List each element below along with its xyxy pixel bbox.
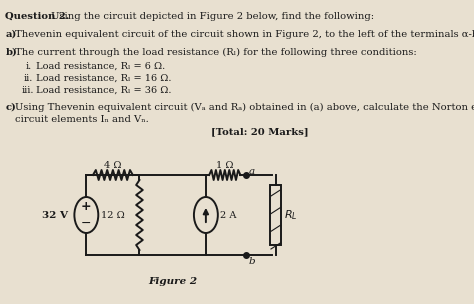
Text: +: + [81, 201, 91, 213]
Text: circuit elements Iₙ and Vₙ.: circuit elements Iₙ and Vₙ. [15, 115, 148, 124]
Text: a: a [248, 167, 255, 176]
Text: $R_L$: $R_L$ [283, 208, 297, 222]
Text: 12 Ω: 12 Ω [101, 210, 125, 219]
Text: [Total: 20 Marks]: [Total: 20 Marks] [211, 127, 309, 136]
Bar [270, 185, 281, 245]
Text: Using the circuit depicted in Figure 2 below, find the following:: Using the circuit depicted in Figure 2 b… [48, 12, 374, 21]
Text: −: − [81, 216, 91, 230]
Text: iii.: iii. [21, 86, 34, 95]
Text: 2 A: 2 A [220, 210, 237, 219]
Text: a): a) [5, 30, 17, 39]
Text: c): c) [5, 103, 16, 112]
Text: b: b [248, 257, 255, 266]
Text: Load resistance, Rₗ = 16 Ω.: Load resistance, Rₗ = 16 Ω. [36, 74, 172, 83]
Text: 4 Ω: 4 Ω [104, 161, 122, 170]
Text: ii.: ii. [23, 74, 33, 83]
Text: Load resistance, Rₗ = 6 Ω.: Load resistance, Rₗ = 6 Ω. [36, 62, 165, 71]
Text: The current through the load resistance (Rₗ) for the following three conditions:: The current through the load resistance … [15, 48, 416, 57]
Text: Using Thevenin equivalent circuit (Vₐ and Rₐ) obtained in (a) above, calculate t: Using Thevenin equivalent circuit (Vₐ an… [15, 103, 474, 112]
Text: Question 2.: Question 2. [5, 12, 70, 21]
Text: 1 Ω: 1 Ω [216, 161, 234, 170]
Text: i.: i. [25, 62, 31, 71]
Text: 32 V: 32 V [42, 210, 68, 219]
Text: Load resistance, Rₗ = 36 Ω.: Load resistance, Rₗ = 36 Ω. [36, 86, 172, 95]
Text: Figure 2: Figure 2 [148, 277, 197, 286]
Text: Thevenin equivalent circuit of the circuit shown in Figure 2, to the left of the: Thevenin equivalent circuit of the circu… [15, 30, 474, 39]
Text: b): b) [5, 48, 17, 57]
